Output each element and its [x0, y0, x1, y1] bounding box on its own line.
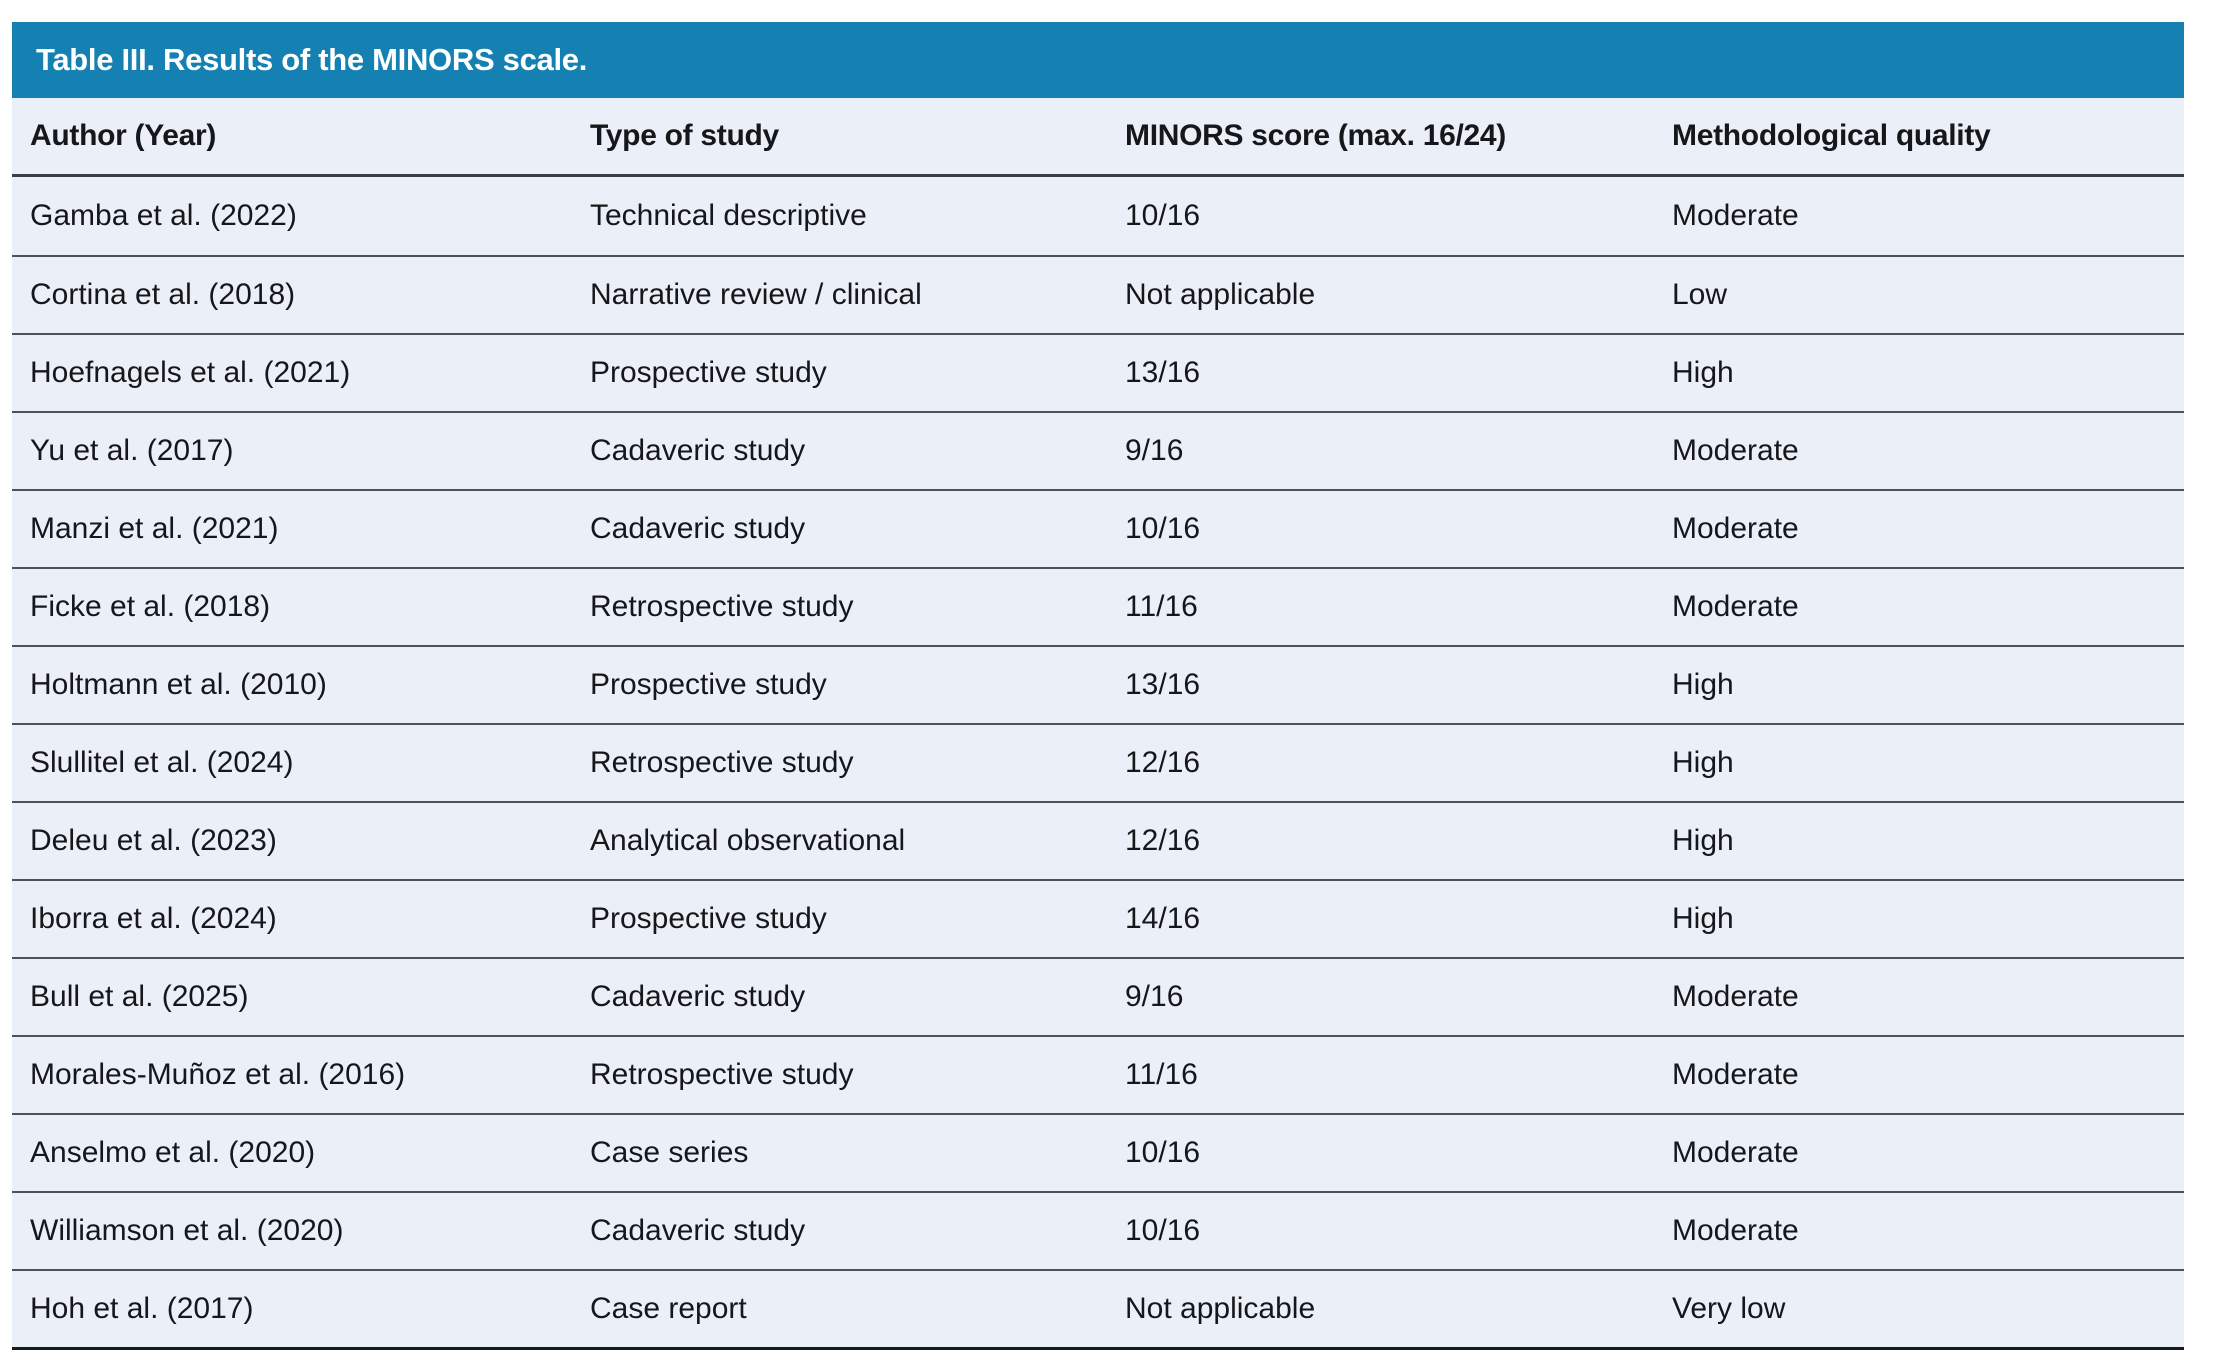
table-row: Morales-Muñoz et al. (2016) Retrospectiv… [12, 1035, 2184, 1113]
table-row: Yu et al. (2017) Cadaveric study 9/16 Mo… [12, 411, 2184, 489]
cell-minors-score: 10/16 [1125, 1214, 1201, 1247]
cell-methodological-quality: High [1672, 668, 1734, 701]
table-row: Cortina et al. (2018) Narrative review /… [12, 255, 2184, 333]
cell-author: Deleu et al. (2023) [30, 824, 277, 857]
cell-study-type: Analytical observational [590, 824, 906, 857]
cell-author: Hoh et al. (2017) [30, 1292, 254, 1325]
cell-methodological-quality: Moderate [1672, 980, 1799, 1013]
cell-author: Manzi et al. (2021) [30, 512, 279, 545]
cell-minors-score: 12/16 [1125, 746, 1201, 779]
cell-minors-score: 13/16 [1125, 668, 1201, 701]
cell-study-type: Case report [590, 1292, 747, 1325]
table-row: Williamson et al. (2020) Cadaveric study… [12, 1191, 2184, 1269]
cell-minors-score: 10/16 [1125, 512, 1201, 545]
cell-methodological-quality: Low [1672, 278, 1728, 311]
cell-study-type: Retrospective study [590, 1058, 854, 1091]
cell-minors-score: 10/16 [1125, 1136, 1201, 1169]
cell-study-type: Prospective study [590, 668, 827, 701]
cell-study-type: Prospective study [590, 356, 827, 389]
table-row: Ficke et al. (2018) Retrospective study … [12, 567, 2184, 645]
table-row: Deleu et al. (2023) Analytical observati… [12, 801, 2184, 879]
table-row: Hoh et al. (2017) Case report Not applic… [12, 1269, 2184, 1347]
cell-methodological-quality: Moderate [1672, 199, 1799, 232]
table-row: Bull et al. (2025) Cadaveric study 9/16 … [12, 957, 2184, 1035]
cell-study-type: Cadaveric study [590, 1214, 806, 1247]
cell-methodological-quality: Moderate [1672, 434, 1799, 467]
cell-minors-score: 12/16 [1125, 824, 1201, 857]
cell-methodological-quality: Moderate [1672, 1214, 1799, 1247]
cell-minors-score: 11/16 [1125, 1058, 1198, 1091]
cell-minors-score: 9/16 [1125, 980, 1184, 1013]
cell-author: Holtmann et al. (2010) [30, 668, 327, 701]
cell-author: Iborra et al. (2024) [30, 902, 277, 935]
cell-author: Cortina et al. (2018) [30, 278, 296, 311]
column-header-minors-score: MINORS score (max. 16/24) [1125, 119, 1506, 152]
cell-minors-score: 13/16 [1125, 356, 1201, 389]
cell-author: Ficke et al. (2018) [30, 590, 271, 623]
cell-methodological-quality: Moderate [1672, 512, 1799, 545]
column-header-study-type: Type of study [590, 119, 779, 152]
cell-author: Slullitel et al. (2024) [30, 746, 294, 779]
table-row: Hoefnagels et al. (2021) Prospective stu… [12, 333, 2184, 411]
table-row: Slullitel et al. (2024) Retrospective st… [12, 723, 2184, 801]
cell-study-type: Retrospective study [590, 746, 854, 779]
cell-methodological-quality: High [1672, 356, 1734, 389]
table-row: Iborra et al. (2024) Prospective study 1… [12, 879, 2184, 957]
cell-author: Yu et al. (2017) [30, 434, 234, 467]
column-header-author: Author (Year) [30, 119, 217, 152]
cell-author: Hoefnagels et al. (2021) [30, 356, 351, 389]
cell-study-type: Narrative review / clinical [590, 278, 922, 311]
cell-study-type: Retrospective study [590, 590, 854, 623]
cell-methodological-quality: High [1672, 824, 1734, 857]
table-body: Gamba et al. (2022) Technical descriptiv… [12, 177, 2184, 1350]
cell-author: Morales-Muñoz et al. (2016) [30, 1058, 406, 1091]
cell-methodological-quality: Moderate [1672, 1136, 1799, 1169]
minors-results-table: Table III. Results of the MINORS scale. … [12, 22, 2184, 1350]
table-row: Gamba et al. (2022) Technical descriptiv… [12, 177, 2184, 255]
cell-minors-score: Not applicable [1125, 1292, 1316, 1325]
table-row: Manzi et al. (2021) Cadaveric study 10/1… [12, 489, 2184, 567]
cell-methodological-quality: Moderate [1672, 590, 1799, 623]
cell-minors-score: 9/16 [1125, 434, 1184, 467]
column-header-methodological-quality: Methodological quality [1672, 119, 1991, 152]
table-title: Table III. Results of the MINORS scale. [36, 42, 588, 77]
cell-methodological-quality: High [1672, 746, 1734, 779]
cell-study-type: Cadaveric study [590, 512, 806, 545]
cell-author: Anselmo et al. (2020) [30, 1136, 316, 1169]
cell-study-type: Cadaveric study [590, 980, 806, 1013]
table-row: Anselmo et al. (2020) Case series 10/16 … [12, 1113, 2184, 1191]
cell-study-type: Prospective study [590, 902, 827, 935]
cell-study-type: Technical descriptive [590, 199, 867, 232]
cell-study-type: Case series [590, 1136, 749, 1169]
table-title-bar: Table III. Results of the MINORS scale. [12, 22, 2184, 98]
cell-author: Gamba et al. (2022) [30, 199, 297, 232]
cell-minors-score: 10/16 [1125, 199, 1201, 232]
table-row: Holtmann et al. (2010) Prospective study… [12, 645, 2184, 723]
table-header-row: Author (Year) Type of study MINORS score… [12, 98, 2184, 177]
cell-author: Williamson et al. (2020) [30, 1214, 344, 1247]
cell-methodological-quality: Very low [1672, 1292, 1786, 1325]
cell-minors-score: 14/16 [1125, 902, 1201, 935]
cell-study-type: Cadaveric study [590, 434, 806, 467]
cell-methodological-quality: Moderate [1672, 1058, 1799, 1091]
cell-minors-score: Not applicable [1125, 278, 1316, 311]
cell-methodological-quality: High [1672, 902, 1734, 935]
cell-author: Bull et al. (2025) [30, 980, 249, 1013]
cell-minors-score: 11/16 [1125, 590, 1198, 623]
